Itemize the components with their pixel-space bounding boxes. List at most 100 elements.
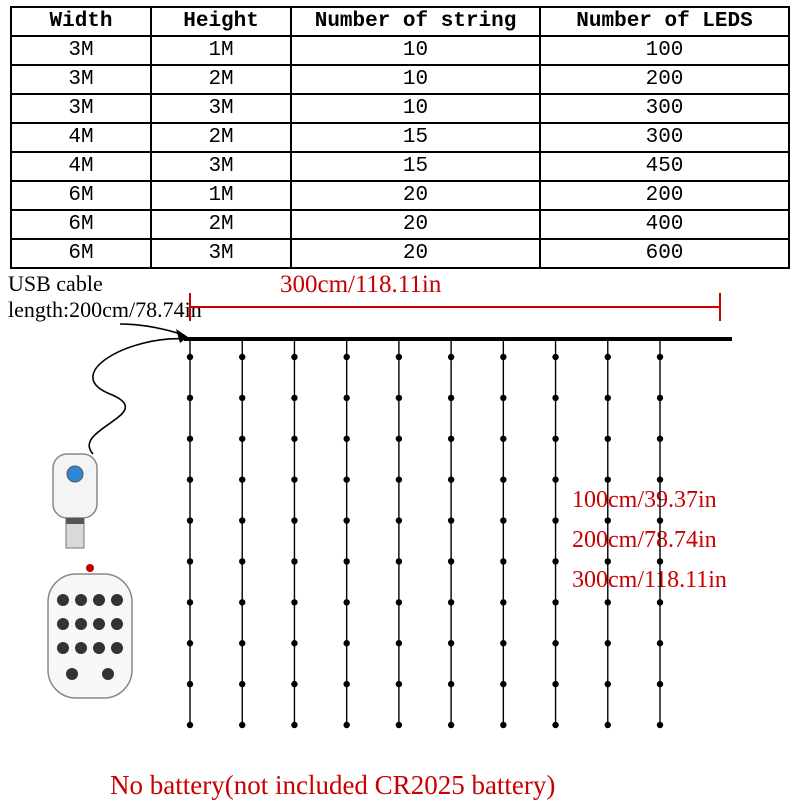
led-dot xyxy=(187,436,193,442)
led-dot xyxy=(657,558,663,564)
led-dot xyxy=(605,640,611,646)
led-dot xyxy=(448,354,454,360)
led-dot xyxy=(657,640,663,646)
usb-controller-icon xyxy=(53,454,97,548)
led-dot xyxy=(187,599,193,605)
led-dot xyxy=(291,517,297,523)
led-dot xyxy=(187,395,193,401)
led-dot xyxy=(239,476,245,482)
led-dot xyxy=(187,681,193,687)
led-dot xyxy=(552,476,558,482)
led-dot xyxy=(396,436,402,442)
table-cell: 300 xyxy=(540,94,789,123)
led-dot xyxy=(291,640,297,646)
table-cell: 3M xyxy=(11,94,151,123)
table-header: Number of string xyxy=(291,7,540,36)
led-dot xyxy=(500,599,506,605)
table-cell: 6M xyxy=(11,181,151,210)
led-dot xyxy=(605,558,611,564)
remote-control-icon xyxy=(48,564,132,698)
table-cell: 4M xyxy=(11,152,151,181)
led-dot xyxy=(291,558,297,564)
led-dot xyxy=(448,517,454,523)
led-dot xyxy=(448,599,454,605)
table-cell: 3M xyxy=(11,65,151,94)
led-dot xyxy=(500,517,506,523)
led-dot xyxy=(552,436,558,442)
led-dot xyxy=(500,722,506,728)
table-cell: 2M xyxy=(151,210,291,239)
led-dot xyxy=(396,599,402,605)
led-dot xyxy=(396,558,402,564)
table-cell: 3M xyxy=(151,94,291,123)
led-dot xyxy=(448,681,454,687)
led-dot xyxy=(291,681,297,687)
led-dot xyxy=(343,436,349,442)
led-dot xyxy=(343,681,349,687)
led-dot xyxy=(343,599,349,605)
led-dot xyxy=(396,722,402,728)
led-dot xyxy=(187,476,193,482)
led-dot xyxy=(239,722,245,728)
led-dot xyxy=(500,558,506,564)
led-dot xyxy=(187,722,193,728)
led-dot xyxy=(239,517,245,523)
led-dot xyxy=(187,640,193,646)
table-cell: 3M xyxy=(151,152,291,181)
table-cell: 10 xyxy=(291,36,540,65)
led-dot xyxy=(343,640,349,646)
table-cell: 600 xyxy=(540,239,789,268)
table-cell: 3M xyxy=(151,239,291,268)
table-cell: 20 xyxy=(291,181,540,210)
led-dot xyxy=(448,640,454,646)
led-dot xyxy=(239,599,245,605)
led-dot xyxy=(343,558,349,564)
led-dot xyxy=(500,436,506,442)
led-dot xyxy=(657,517,663,523)
led-dot xyxy=(291,722,297,728)
led-dot xyxy=(605,517,611,523)
led-dot xyxy=(343,395,349,401)
table-cell: 6M xyxy=(11,239,151,268)
usb-cable xyxy=(89,339,186,454)
led-dot xyxy=(396,476,402,482)
table-header: Number of LEDS xyxy=(540,7,789,36)
led-dot xyxy=(448,395,454,401)
table-cell: 200 xyxy=(540,181,789,210)
led-dot xyxy=(187,517,193,523)
led-dot xyxy=(187,558,193,564)
table-cell: 400 xyxy=(540,210,789,239)
led-dot xyxy=(343,354,349,360)
table-row: 4M3M15450 xyxy=(11,152,789,181)
led-dot xyxy=(657,436,663,442)
led-dot xyxy=(239,681,245,687)
led-dot xyxy=(500,395,506,401)
led-dot xyxy=(448,436,454,442)
led-dot xyxy=(605,722,611,728)
led-dot xyxy=(291,436,297,442)
table-cell: 2M xyxy=(151,65,291,94)
table-cell: 1M xyxy=(151,36,291,65)
led-dot xyxy=(448,722,454,728)
led-dot xyxy=(552,599,558,605)
led-dot xyxy=(239,640,245,646)
table-cell: 300 xyxy=(540,123,789,152)
table-cell: 4M xyxy=(11,123,151,152)
led-dot xyxy=(239,354,245,360)
led-dot xyxy=(291,354,297,360)
table-cell: 1M xyxy=(151,181,291,210)
led-dot xyxy=(343,722,349,728)
led-dot xyxy=(396,640,402,646)
led-dot xyxy=(552,681,558,687)
led-dot xyxy=(343,517,349,523)
led-dot xyxy=(396,681,402,687)
battery-footer: No battery(not included CR2025 battery) xyxy=(110,770,555,801)
led-dot xyxy=(291,599,297,605)
led-dot xyxy=(552,395,558,401)
led-dot xyxy=(500,681,506,687)
table-row: 3M3M10300 xyxy=(11,94,789,123)
led-dot xyxy=(396,395,402,401)
table-cell: 10 xyxy=(291,94,540,123)
table-row: 6M1M20200 xyxy=(11,181,789,210)
led-dot xyxy=(657,681,663,687)
